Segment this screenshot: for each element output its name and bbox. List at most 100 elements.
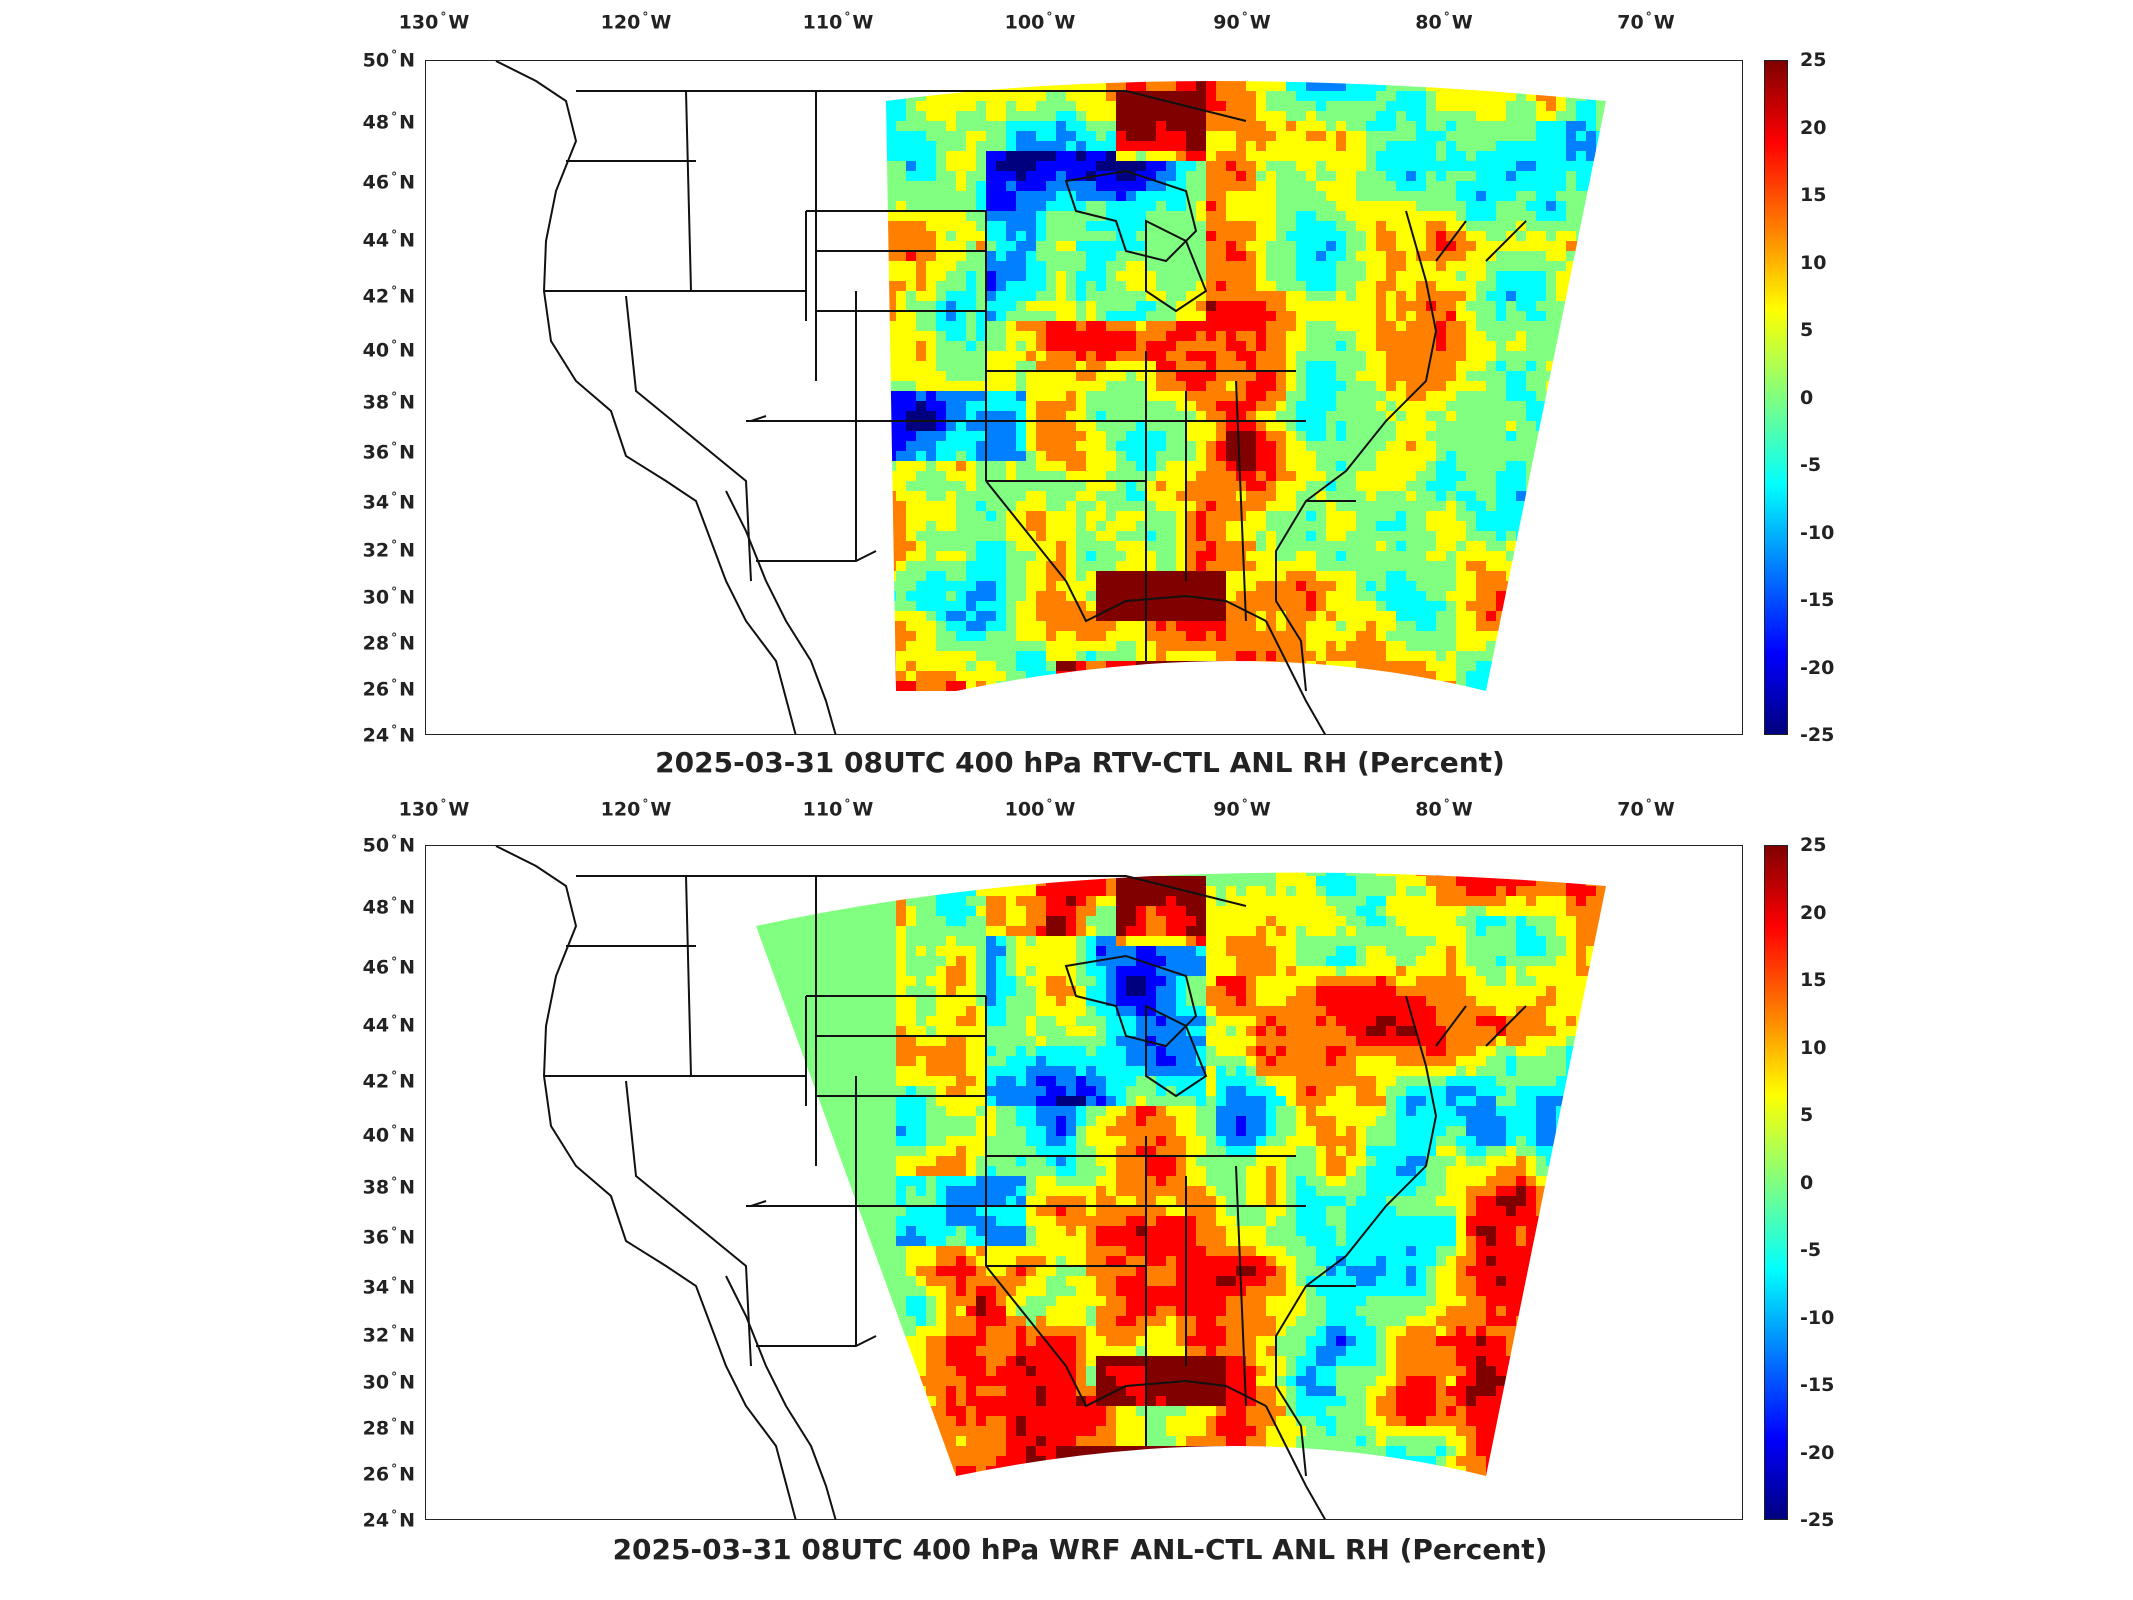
longitude-suffix: W [1249,798,1271,821]
longitude-value: 130 [398,11,439,34]
latitude-suffix: N [399,391,415,414]
longitude-tick-label: 70 ° W [1617,10,1675,34]
colorbar-tick-label: -10 [1800,521,1835,544]
colorbar-tick-label: -5 [1800,1239,1822,1261]
colorbar-tick-label: 5 [1800,1104,1814,1126]
longitude-value: 120 [600,11,641,34]
longitude-value: 70 [1617,798,1644,821]
latitude-tick-label: 28 ° N [362,631,415,655]
longitude-tick-label: 130 ° W [398,10,470,34]
longitude-suffix: W [1653,11,1675,34]
colorbar-tick-label: 25 [1800,834,1827,856]
latitude-tick-label: 34 ° N [362,1275,415,1299]
latitude-tick-label: 46 ° N [362,955,415,979]
colorbar-tick-label: -20 [1800,656,1835,679]
longitude-tick-label: 100 ° W [1004,10,1076,34]
latitude-value: 44 [362,229,390,252]
latitude-value: 26 [362,678,390,701]
latitude-tick-label: 48 ° N [362,110,415,134]
latitude-suffix: N [399,1417,415,1440]
latitude-tick-label: 44 ° N [362,1013,415,1037]
longitude-tick-label: 120 ° W [600,797,672,821]
map-area-bottom[interactable] [425,845,1743,1520]
colorbar-tick-label: 20 [1800,901,1827,924]
colorbar-tick-label: -25 [1800,724,1835,746]
latitude-tick-label: 36 ° N [362,440,415,464]
latitude-suffix: N [399,491,415,514]
colorbar-top [1764,60,1788,735]
colorbar-tick-label: -15 [1800,1374,1835,1396]
longitude-suffix: W [1054,798,1076,821]
latitude-tick-label: 28 ° N [362,1416,415,1440]
latitude-tick-label: 26 ° N [362,1462,415,1486]
latitude-suffix: N [399,539,415,562]
longitude-suffix: W [1451,798,1473,821]
latitude-value: 46 [362,171,390,194]
longitude-tick-label: 120 ° W [600,10,672,34]
latitude-suffix: N [399,111,415,134]
latitude-tick-label: 24 ° N [362,1508,415,1532]
colorbar-tick-label: -5 [1800,454,1822,476]
latitude-suffix: N [399,678,415,701]
longitude-value: 120 [600,798,641,821]
colorbar-tick-label: -20 [1800,1441,1835,1464]
latitude-suffix: N [399,834,415,857]
map-area-top[interactable] [425,60,1743,735]
panel-title-top: 2025-03-31 08UTC 400 hPa RTV-CTL ANL RH … [655,746,1505,779]
latitude-tick-label: 26 ° N [362,677,415,701]
latitude-value: 36 [362,441,390,464]
longitude-tick-label: 80 ° W [1415,10,1473,34]
longitude-tick-label: 90 ° W [1213,797,1271,821]
latitude-suffix: N [399,49,415,72]
colorbar-tick-label: -15 [1800,589,1835,611]
latitude-suffix: N [399,1070,415,1093]
longitude-tick-label: 130 ° W [398,797,470,821]
latitude-value: 34 [362,491,390,514]
latitude-value: 42 [362,1070,390,1093]
latitude-suffix: N [399,1124,415,1147]
latitude-tick-label: 30 ° N [362,1370,415,1394]
longitude-tick-label: 110 ° W [802,10,874,34]
latitude-suffix: N [399,1463,415,1486]
latitude-suffix: N [399,1324,415,1347]
latitude-value: 24 [362,724,390,747]
latitude-value: 38 [362,391,390,414]
latitude-value: 38 [362,1176,390,1199]
latitude-value: 44 [362,1014,390,1037]
longitude-suffix: W [650,798,672,821]
longitude-tick-label: 110 ° W [802,797,874,821]
colorbar-bottom [1764,845,1788,1520]
longitude-value: 90 [1213,11,1240,34]
latitude-tick-label: 42 ° N [362,1069,415,1093]
latitude-value: 50 [362,834,390,857]
longitude-tick-label: 80 ° W [1415,797,1473,821]
colorbar-tick-label: 10 [1800,1036,1827,1059]
colorbar-tick-label: -10 [1800,1306,1835,1329]
longitude-suffix: W [448,798,470,821]
latitude-value: 36 [362,1226,390,1249]
latitude-suffix: N [399,896,415,919]
colorbar-tick-label: 0 [1800,1171,1814,1194]
longitude-value: 80 [1415,798,1442,821]
latitude-value: 40 [362,1124,390,1147]
colorbar-tick-label: 20 [1800,116,1827,139]
panel-title-bottom: 2025-03-31 08UTC 400 hPa WRF ANL-CTL ANL… [612,1533,1548,1566]
latitude-value: 28 [362,1417,390,1440]
latitude-value: 32 [362,539,390,562]
longitude-suffix: W [448,11,470,34]
latitude-value: 26 [362,1463,390,1486]
longitude-tick-label: 100 ° W [1004,797,1076,821]
colorbar-tick-label: 0 [1800,386,1814,409]
latitude-tick-label: 40 ° N [362,338,415,362]
colorbar-tick-label: 10 [1800,251,1827,274]
latitude-value: 48 [362,896,390,919]
latitude-tick-label: 48 ° N [362,895,415,919]
longitude-value: 70 [1617,11,1644,34]
latitude-value: 40 [362,339,390,362]
latitude-value: 30 [362,586,390,609]
latitude-tick-label: 46 ° N [362,170,415,194]
latitude-value: 34 [362,1276,390,1299]
latitude-suffix: N [399,1226,415,1249]
latitude-tick-label: 44 ° N [362,228,415,252]
longitude-suffix: W [650,11,672,34]
